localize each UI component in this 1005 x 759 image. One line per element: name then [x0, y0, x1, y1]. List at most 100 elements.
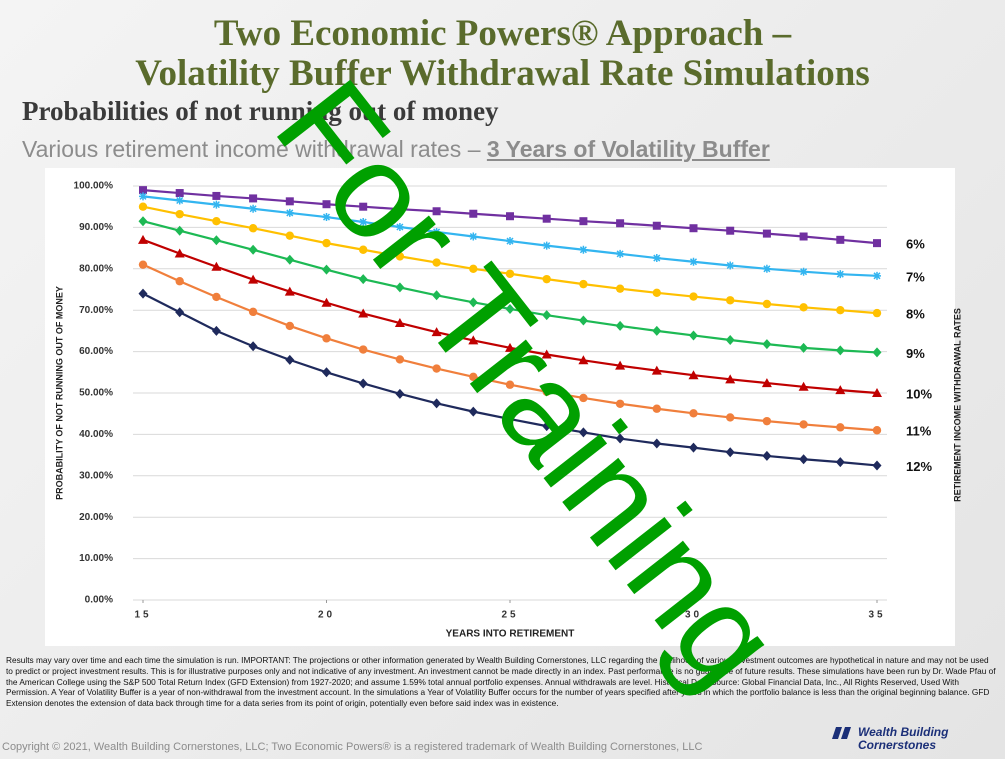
legend-label: 7%: [906, 269, 925, 284]
marker: [543, 242, 551, 250]
marker: [726, 413, 734, 421]
marker: [212, 192, 220, 200]
legend-label: 11%: [906, 424, 932, 439]
marker: [139, 203, 147, 211]
y-tick-label: 20.00%: [79, 512, 113, 523]
marker: [396, 252, 404, 260]
marker: [506, 212, 514, 220]
marker: [873, 239, 881, 247]
legend-label: 12%: [906, 459, 932, 474]
marker: [249, 308, 257, 316]
x-tick-label: 20: [318, 610, 335, 621]
legend-label: 8%: [906, 307, 925, 322]
x-tick-label: 25: [501, 610, 518, 621]
marker: [212, 201, 220, 209]
marker: [836, 236, 844, 244]
marker: [359, 345, 367, 353]
marker: [359, 246, 367, 254]
x-tick-label: 15: [134, 610, 151, 621]
marker: [286, 197, 294, 205]
marker: [763, 230, 771, 238]
marker: [433, 228, 441, 236]
marker: [543, 215, 551, 223]
marker: [323, 200, 331, 208]
marker: [579, 246, 587, 254]
marker: [726, 227, 734, 235]
marker: [690, 258, 698, 266]
marker: [359, 218, 367, 226]
marker: [873, 272, 881, 280]
marker: [763, 300, 771, 308]
marker: [616, 250, 624, 258]
marker: [433, 207, 441, 215]
marker: [139, 192, 147, 200]
marker: [139, 260, 147, 268]
marker: [469, 265, 477, 273]
marker: [286, 209, 294, 217]
logo-line: Cornerstones: [858, 739, 948, 752]
marker: [322, 334, 330, 342]
marker: [359, 203, 367, 211]
marker: [800, 268, 808, 276]
y-tick-label: 10.00%: [79, 553, 113, 564]
logo-mark: [832, 727, 854, 739]
marker: [616, 284, 624, 292]
marker: [543, 388, 551, 396]
marker: [616, 219, 624, 227]
y-tick-label: 40.00%: [79, 429, 113, 440]
marker: [396, 223, 404, 231]
marker: [176, 196, 184, 204]
marker: [506, 237, 514, 245]
marker: [579, 280, 587, 288]
chart: 0.00% 10.00% 20.00% 30.00% 40.00% 50.00% 60.00…: [0, 0, 1005, 759]
marker: [543, 275, 551, 283]
marker: [616, 400, 624, 408]
marker: [836, 306, 844, 314]
marker: [432, 258, 440, 266]
marker: [249, 194, 257, 202]
y-tick-label: 90.00%: [79, 222, 113, 233]
marker: [212, 217, 220, 225]
marker: [800, 233, 808, 241]
y-tick-label: 80.00%: [79, 263, 113, 274]
marker: [176, 189, 184, 197]
y-tick-label: 50.00%: [79, 388, 113, 399]
x-tick-label: 35: [868, 610, 885, 621]
marker: [469, 210, 477, 218]
marker: [469, 373, 477, 381]
y-tick-label: 70.00%: [79, 305, 113, 316]
marker: [506, 381, 514, 389]
marker: [212, 293, 220, 301]
y-tick-label: 100.00%: [74, 181, 114, 192]
marker: [469, 233, 477, 241]
marker: [726, 261, 734, 269]
logo: Wealth Building Cornerstones: [858, 726, 948, 752]
marker: [873, 309, 881, 317]
marker: [396, 355, 404, 363]
slide: Two Economic Powers® Approach – Volatili…: [0, 0, 1005, 759]
marker: [689, 292, 697, 300]
y-tick-label: 0.00%: [85, 595, 113, 606]
marker: [249, 224, 257, 232]
marker: [836, 423, 844, 431]
marker: [579, 217, 587, 225]
marker: [873, 426, 881, 434]
marker: [799, 303, 807, 311]
copyright: Copyright © 2021, Wealth Building Corner…: [2, 741, 702, 753]
marker: [249, 205, 257, 213]
marker: [653, 405, 661, 413]
marker: [763, 417, 771, 425]
y-tick-label: 60.00%: [79, 346, 113, 357]
y-axis-title: PROBABILITY OF NOT RUNNING OUT OF MONEY: [54, 286, 64, 500]
legend-label: 9%: [906, 346, 925, 361]
x-axis-title: YEARS INTO RETIREMENT: [446, 629, 575, 640]
marker: [286, 231, 294, 239]
marker: [176, 210, 184, 218]
marker: [726, 296, 734, 304]
marker: [653, 254, 661, 262]
y-tick-label: 30.00%: [79, 470, 113, 481]
marker: [689, 409, 697, 417]
legend-label: 10%: [906, 386, 932, 401]
marker: [323, 213, 331, 221]
marker: [396, 205, 404, 213]
